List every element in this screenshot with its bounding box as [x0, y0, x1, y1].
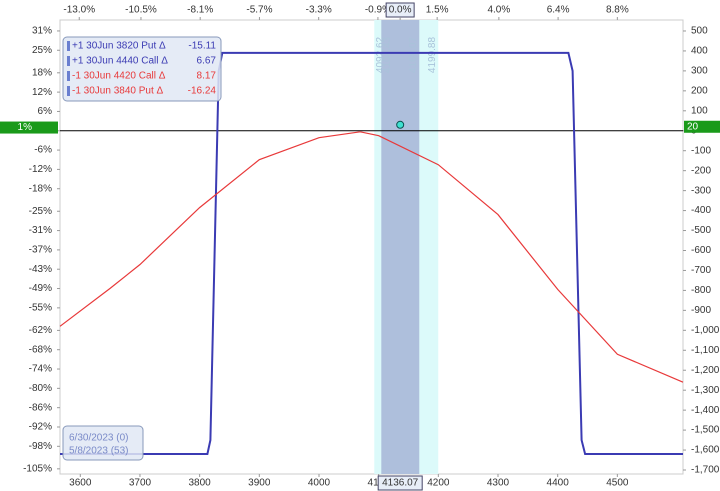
y-tick-label: -1,000 [691, 325, 720, 336]
price-band [381, 20, 420, 474]
legend-value: -16.24 [188, 86, 217, 97]
y2-tick-label: 31% [32, 26, 52, 37]
legend-value: -15.11 [188, 41, 216, 52]
y2-tick-label: -37% [29, 245, 52, 256]
y-tick-label: 100 [691, 105, 708, 116]
y2-tick-label: -68% [29, 344, 52, 355]
legend-value: 6.67 [197, 56, 217, 67]
pnl-line [60, 51, 683, 455]
y-marker-label: 20 [687, 121, 699, 132]
y2-tick-label: -98% [29, 441, 52, 452]
x2-tick-label: 6.4% [547, 5, 570, 16]
y-tick-label: -300 [691, 185, 711, 196]
legend-swatch [67, 71, 70, 81]
y-tick-label: -100 [691, 145, 711, 156]
x2-tick-label: 1.5% [426, 5, 449, 16]
legend-text: -1 30Jun 4420 Call Δ [72, 71, 166, 82]
y2-tick-label: -55% [29, 302, 52, 313]
price-box [377, 475, 423, 491]
pnl-line [59, 131, 684, 383]
date-box-frame [62, 425, 144, 461]
y-tick-label: -1,300 [691, 385, 720, 396]
x-tick-label: 4300 [487, 478, 510, 489]
y2-tick-label: 25% [32, 45, 52, 56]
y2-tick-label: -49% [29, 283, 52, 294]
x-tick-label: 4200 [427, 478, 450, 489]
x-tick-label: 4500 [606, 478, 629, 489]
y2-marker-label: 1% [18, 122, 33, 133]
band-label: 4168.07 [408, 36, 419, 73]
y2-tick-label: -12% [29, 164, 52, 175]
legend-swatch [67, 41, 70, 51]
y2-tick-label: -74% [29, 364, 52, 375]
y-tick-label: 500 [691, 26, 708, 37]
legend: +1 30Jun 3820 Put Δ -15.11 +1 30Jun 4440 C… [62, 36, 222, 102]
x2-tick-label: -0.9% [365, 5, 391, 16]
band-label: 4199.88 [427, 36, 438, 73]
x-tick-label: 3900 [248, 478, 271, 489]
date-label: 6/30/2023 (0) [69, 433, 129, 444]
x2-tick-label: -5.7% [246, 5, 272, 16]
y-tick-label: -600 [691, 245, 711, 256]
y-tick-label: -1,100 [691, 345, 720, 356]
y-tick-label: -400 [691, 205, 711, 216]
y2-tick-label: 18% [32, 67, 52, 78]
y-tick-label: -800 [691, 285, 711, 296]
x-tick-label: 3700 [129, 478, 152, 489]
y-tick-label: -1,500 [691, 425, 720, 436]
legend-box [62, 36, 222, 102]
x-tick-label: 3600 [69, 478, 92, 489]
legend-text: +1 30Jun 4440 Call Δ [72, 56, 168, 67]
y-tick-label: -500 [691, 225, 711, 236]
x2-tick-label: 8.8% [606, 5, 629, 16]
band-label: 4104.43 [382, 36, 393, 73]
legend-swatch [67, 86, 70, 96]
x2-tick-label: -3.3% [306, 5, 332, 16]
x-tick-label: 3800 [189, 478, 212, 489]
y-tick-label: 300 [691, 66, 708, 77]
y-tick-label: 200 [691, 85, 708, 96]
y-tick-label: -200 [691, 165, 711, 176]
y-tick-label: -1,600 [691, 445, 720, 456]
x2-tick-label: -13.0% [63, 5, 95, 16]
legend-value: 8.17 [197, 71, 217, 82]
x2-tick-label: -10.5% [125, 5, 157, 16]
legend-swatch [67, 56, 70, 66]
y-marker-box [684, 120, 720, 133]
legend-text: -1 30Jun 3840 Put Δ [72, 86, 164, 97]
y-tick-label: -1,700 [691, 465, 720, 476]
band-label: 4092.62 [375, 36, 386, 73]
y2-tick-label: -6% [34, 145, 52, 156]
y2-tick-label: -105% [23, 463, 52, 474]
y2-tick-label: -62% [29, 325, 52, 336]
y2-tick-label: -86% [29, 402, 52, 413]
y2-tick-label: 6% [38, 106, 53, 117]
y2-tick-label: -92% [29, 422, 52, 433]
y-tick-label: 400 [691, 46, 708, 57]
y2-marker-box [0, 121, 58, 134]
date-label: 5/8/2023 (53) [69, 446, 129, 457]
y-tick-label: -1,400 [691, 405, 720, 416]
date-box: 6/30/2023 (0) 5/8/2023 (53) [62, 425, 144, 461]
y-tick-label: -900 [691, 305, 711, 316]
y2-tick-label: -80% [29, 383, 52, 394]
y2-tick-label: -25% [29, 206, 52, 217]
legend-text: +1 30Jun 3820 Put Δ [72, 41, 166, 52]
y-tick-label: -700 [691, 265, 711, 276]
x-tick-label: 4400 [547, 478, 570, 489]
y2-tick-label: -18% [29, 183, 52, 194]
y2-tick-label: -43% [29, 264, 52, 275]
x2-tick-label: 4.0% [487, 5, 510, 16]
y2-tick-label: -31% [29, 225, 52, 236]
price-marker [396, 120, 405, 129]
y2-tick-label: 12% [32, 87, 52, 98]
x-tick-label: 4000 [308, 478, 331, 489]
price-label: 4136.07 [382, 478, 419, 489]
x2-tick-label: -8.1% [187, 5, 213, 16]
y-tick-label: -1,200 [691, 365, 720, 376]
x2-tick-label: 0.0% [389, 5, 412, 16]
